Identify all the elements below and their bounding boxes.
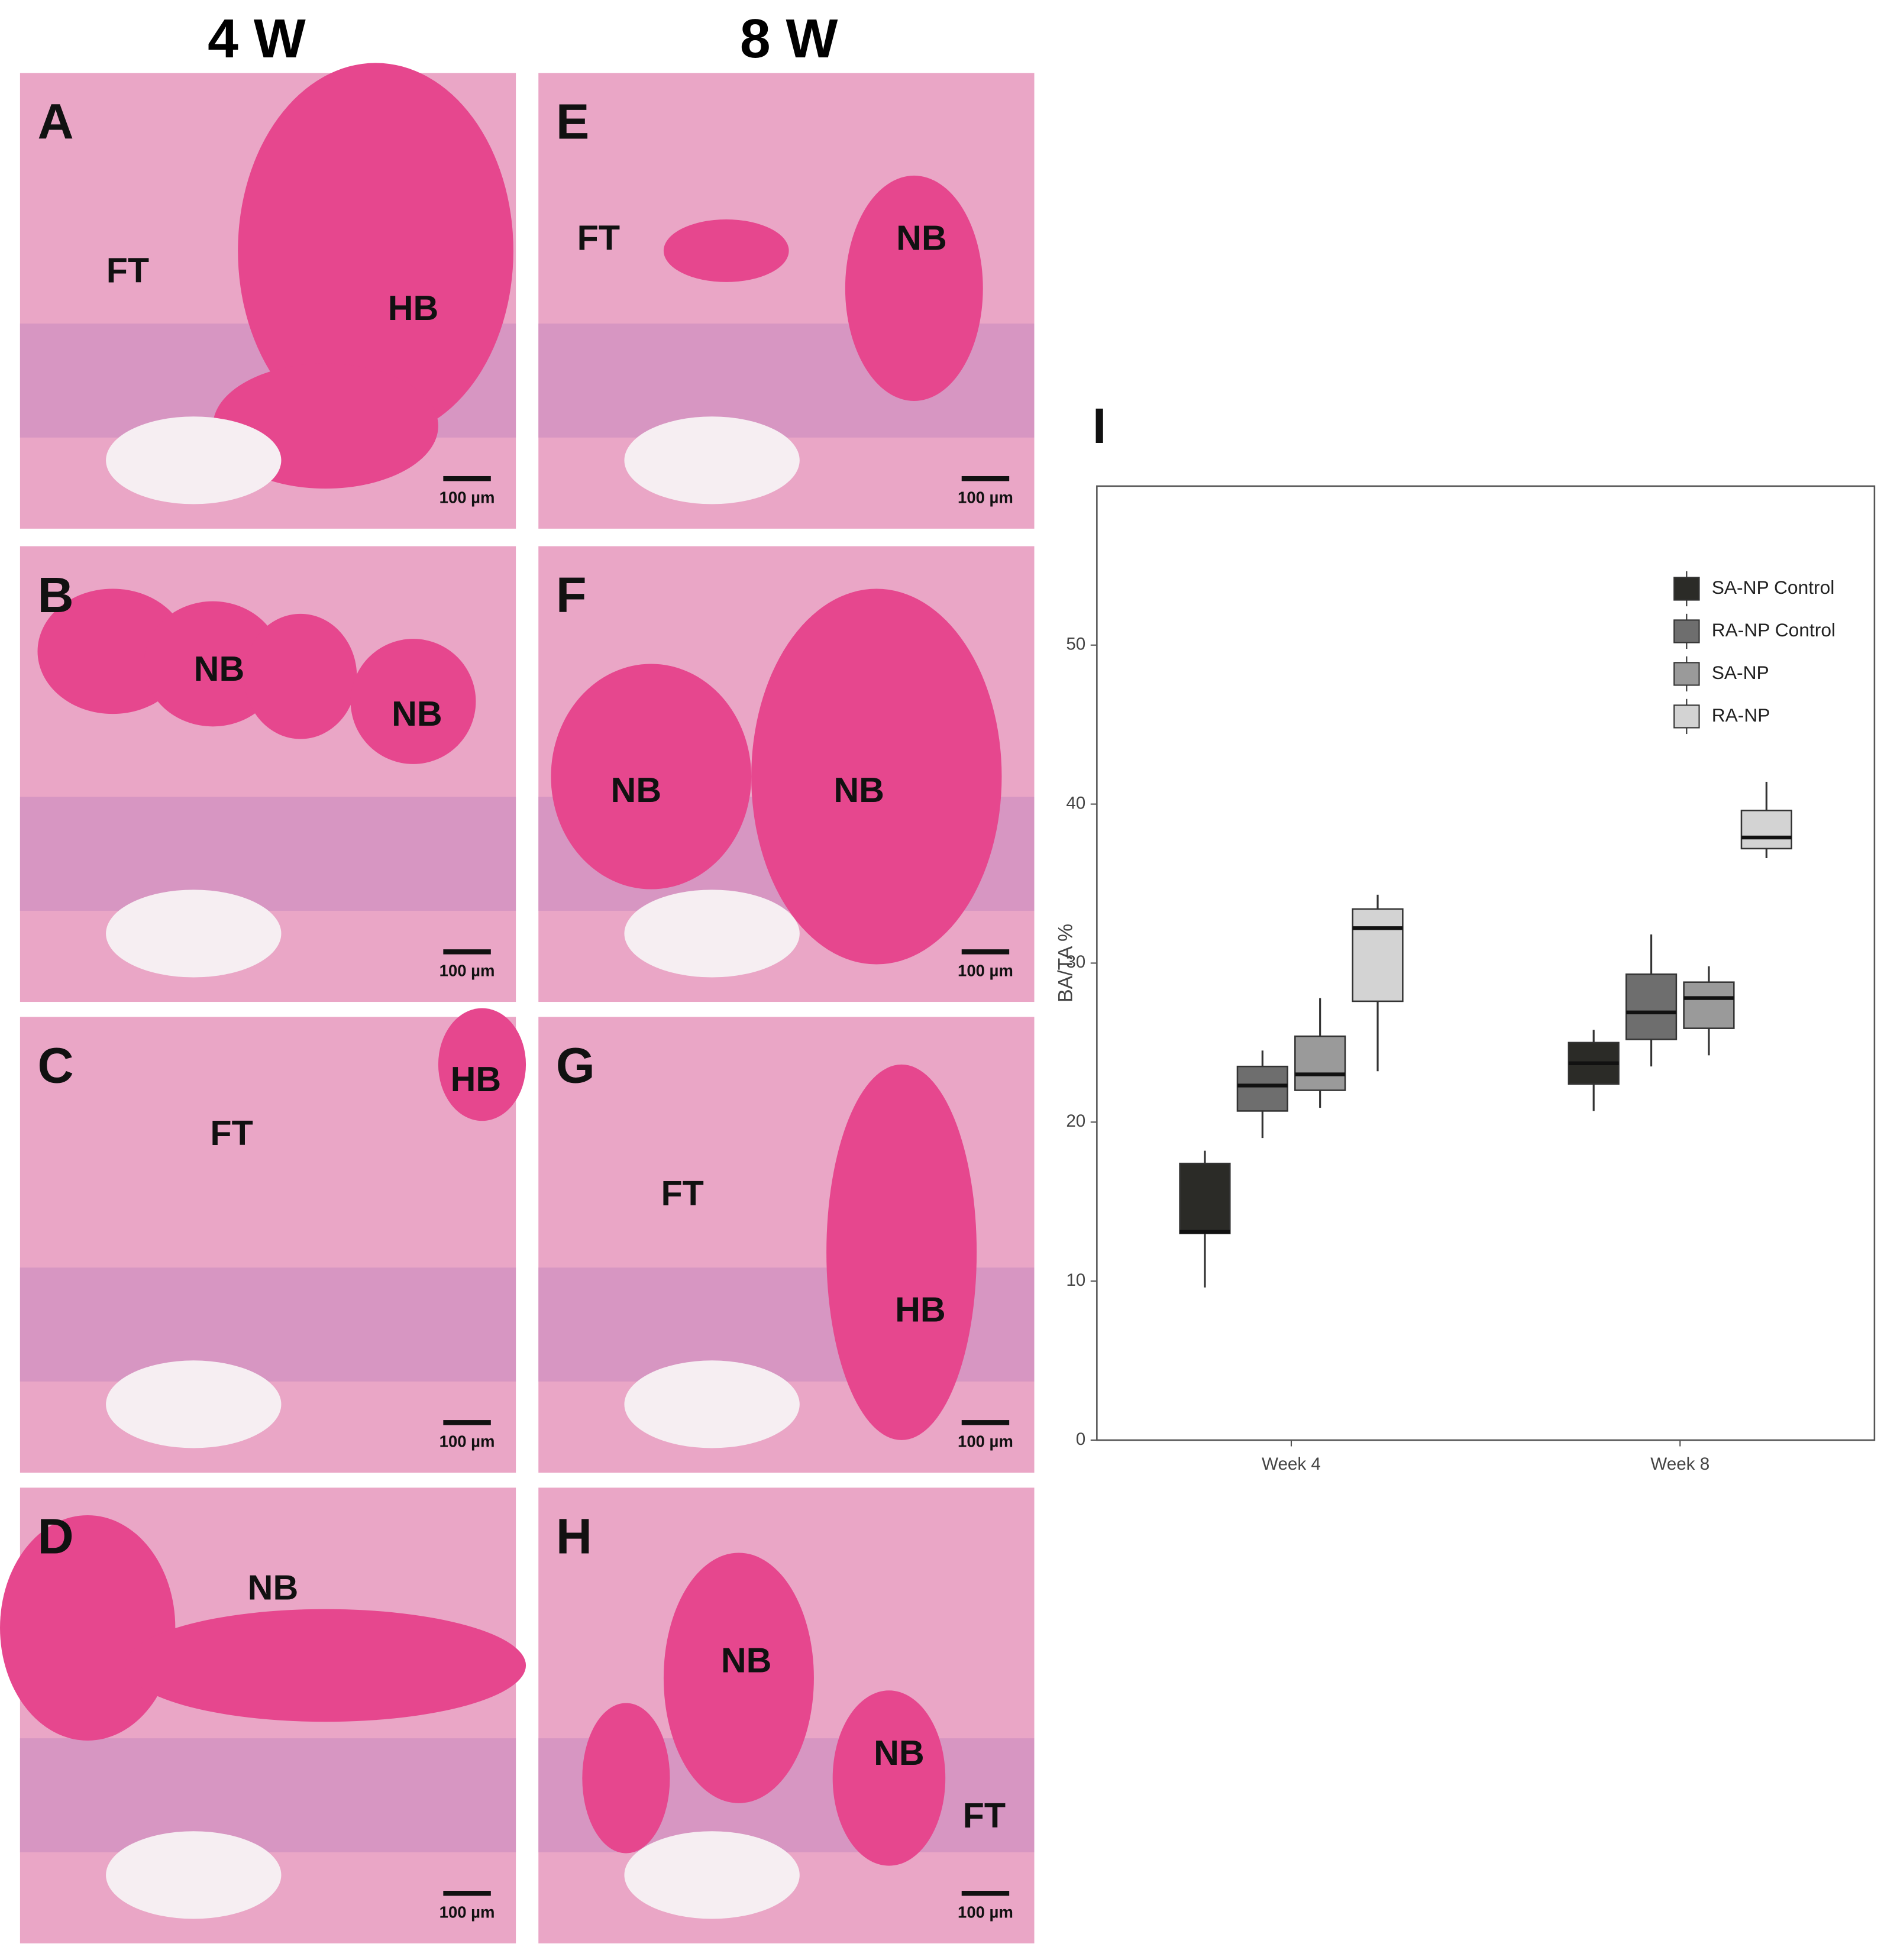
- tissue-tag: FT: [210, 1113, 253, 1153]
- scale-bar: [443, 1420, 491, 1425]
- legend-swatch: [1673, 577, 1700, 601]
- box: [1352, 908, 1404, 1002]
- scale-label: 100 µm: [958, 488, 1013, 506]
- column-header: 4 W: [208, 8, 306, 69]
- plot-frame: [1096, 485, 1876, 1441]
- tissue-tag: NB: [611, 770, 662, 810]
- fat-region: [624, 1831, 800, 1919]
- scale-label: 100 µm: [439, 962, 495, 980]
- y-tick-label: 50: [1066, 635, 1085, 654]
- y-tick-label: 0: [1076, 1429, 1085, 1449]
- fat-region: [106, 890, 282, 978]
- panel-label: A: [38, 93, 74, 150]
- tissue-tag: FT: [661, 1173, 703, 1213]
- box: [1625, 973, 1678, 1040]
- legend-swatch: [1673, 619, 1700, 643]
- fat-region: [106, 416, 282, 504]
- tissue-band: [20, 1738, 516, 1852]
- legend-label: SA-NP Control: [1712, 577, 1835, 598]
- scale-bar: [443, 1890, 491, 1896]
- bone-region: [663, 1553, 814, 1803]
- bone-region: [751, 588, 1002, 965]
- box: [1236, 1065, 1288, 1112]
- scale-label: 100 µm: [958, 1432, 1013, 1450]
- bone-region: [582, 1703, 670, 1854]
- fat-region: [624, 416, 800, 504]
- scale-label: 100 µm: [439, 1432, 495, 1450]
- box: [1683, 981, 1735, 1029]
- fat-region: [106, 1360, 282, 1448]
- y-axis-label: BA/TA %: [1054, 924, 1077, 1002]
- legend-label: SA-NP: [1712, 662, 1769, 683]
- panel-label: D: [38, 1508, 74, 1564]
- scale-bar: [961, 476, 1010, 481]
- x-tick-label: Week 8: [1650, 1454, 1709, 1474]
- tissue-tag: FT: [577, 218, 620, 258]
- fat-region: [106, 1831, 282, 1919]
- tissue-tag: NB: [721, 1640, 772, 1680]
- legend-label: RA-NP: [1712, 704, 1770, 726]
- fat-region: [624, 890, 800, 978]
- panel-label: C: [38, 1037, 74, 1094]
- tissue-tag: FT: [963, 1796, 1006, 1835]
- panel-label: G: [556, 1037, 595, 1094]
- legend-swatch: [1673, 662, 1700, 686]
- bone-region: [238, 63, 513, 439]
- tissue-tag: HB: [895, 1290, 946, 1330]
- scale-bar: [443, 476, 491, 481]
- scale-label: 100 µm: [958, 1903, 1013, 1921]
- tissue-tag: NB: [874, 1733, 925, 1773]
- x-tick-label: Week 4: [1262, 1454, 1321, 1474]
- legend-swatch: [1673, 704, 1700, 729]
- bone-region: [125, 1609, 526, 1722]
- y-tick-label: 20: [1066, 1111, 1085, 1131]
- tissue-band: [20, 797, 516, 911]
- scale-bar: [961, 949, 1010, 955]
- y-tick-label: 40: [1066, 793, 1085, 813]
- bone-region: [0, 1515, 176, 1741]
- bone-region: [845, 175, 983, 401]
- tissue-band: [20, 1267, 516, 1382]
- panel-label: H: [556, 1508, 592, 1564]
- tissue-tag: HB: [388, 288, 439, 328]
- scale-bar: [961, 1420, 1010, 1425]
- panel-label: F: [556, 567, 587, 623]
- bone-region: [832, 1690, 946, 1866]
- bone-region: [826, 1064, 977, 1440]
- box: [1294, 1035, 1346, 1091]
- tissue-tag: HB: [451, 1059, 502, 1099]
- tissue-tag: NB: [833, 770, 884, 810]
- tissue-tag: NB: [896, 218, 947, 258]
- column-header: 8 W: [740, 8, 838, 69]
- bone-region: [244, 613, 357, 739]
- bone-region: [438, 1008, 526, 1121]
- scale-label: 100 µm: [958, 962, 1013, 980]
- scale-bar: [961, 1890, 1010, 1896]
- bone-region: [551, 664, 752, 890]
- bone-region: [663, 219, 789, 282]
- tissue-tag: NB: [392, 694, 442, 733]
- fat-region: [624, 1360, 800, 1448]
- bone-region: [350, 639, 476, 764]
- panel-label: E: [556, 93, 589, 150]
- box: [1179, 1162, 1231, 1234]
- legend-label: RA-NP Control: [1712, 619, 1835, 641]
- tissue-tag: FT: [106, 251, 149, 290]
- tissue-tag: NB: [248, 1568, 299, 1608]
- box: [1740, 810, 1792, 850]
- scale-label: 100 µm: [439, 1903, 495, 1921]
- panel-label: B: [38, 567, 74, 623]
- scale-bar: [443, 949, 491, 955]
- y-tick-label: 10: [1066, 1270, 1085, 1290]
- y-tick-label: 30: [1066, 952, 1085, 972]
- scale-label: 100 µm: [439, 488, 495, 506]
- tissue-tag: NB: [194, 649, 245, 688]
- panel-label: I: [1093, 397, 1107, 454]
